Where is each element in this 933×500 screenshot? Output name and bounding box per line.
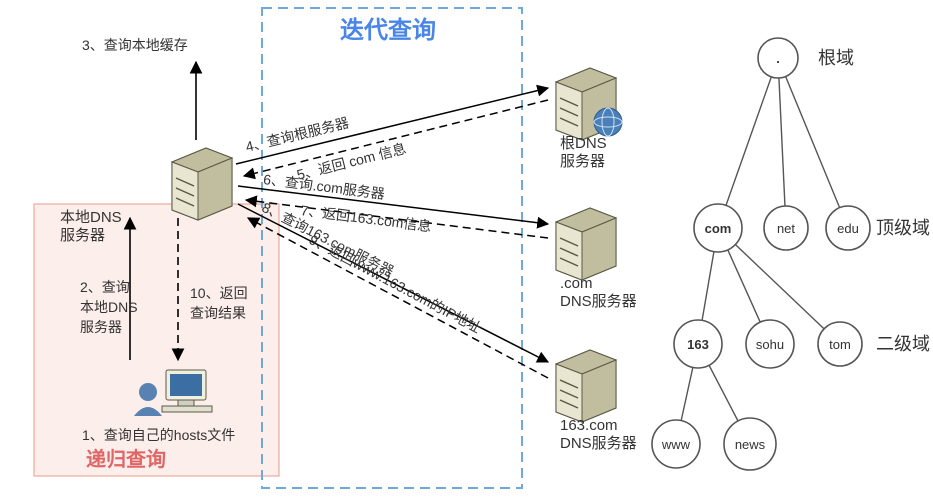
- label-step2b: 本地DNS: [80, 299, 138, 315]
- tree-label_root: 根域: [818, 48, 854, 68]
- server-label: DNS服务器: [560, 293, 637, 310]
- tree-node-label: 163: [687, 337, 709, 352]
- server-local: [172, 148, 232, 220]
- label-step3: 3、查询本地缓存: [82, 37, 188, 53]
- label-step2c: 服务器: [80, 319, 122, 335]
- iterative-title: 迭代查询: [340, 17, 436, 44]
- tree-node-label: tom: [829, 337, 851, 352]
- tree-node-label: www: [661, 437, 691, 452]
- tree-edge: [778, 58, 848, 228]
- iterative-box: [262, 8, 522, 488]
- tree-edge: [778, 58, 786, 228]
- tree-node-label: net: [777, 221, 795, 236]
- server-label: 163.com: [560, 417, 618, 434]
- tree-label_sld: 二级域: [876, 334, 930, 354]
- server-label: 服务器: [560, 153, 605, 170]
- label-step10a: 10、返回: [190, 285, 248, 301]
- server-root: [556, 68, 622, 140]
- label-step1: 1、查询自己的hosts文件: [82, 427, 235, 443]
- arrow-a9: [248, 218, 548, 378]
- server-label: 本地DNS: [60, 209, 122, 226]
- label-step2a: 2、查询: [80, 279, 130, 295]
- label-step10b: 查询结果: [190, 305, 246, 321]
- recursive-title: 递归查询: [86, 447, 166, 471]
- server-label: 根DNS: [560, 135, 607, 152]
- server-site: [556, 350, 616, 422]
- tree-node-label: news: [735, 437, 766, 452]
- arrow-label: 9、返回www.163.com的IP地址: [307, 231, 484, 336]
- server-label: DNS服务器: [560, 435, 637, 452]
- tree-node-label: com: [705, 221, 732, 236]
- tree-node-label: sohu: [756, 337, 784, 352]
- tree-label_tld: 顶级域: [876, 218, 930, 238]
- server-label: .com: [560, 275, 593, 292]
- server-com: [556, 208, 616, 280]
- server-label: 服务器: [60, 227, 105, 244]
- arrow-label: 5、返回 com 信息: [295, 140, 408, 183]
- tree-node-label: edu: [837, 221, 859, 236]
- tree-node-label: .: [776, 51, 780, 66]
- tree-edge: [718, 58, 778, 228]
